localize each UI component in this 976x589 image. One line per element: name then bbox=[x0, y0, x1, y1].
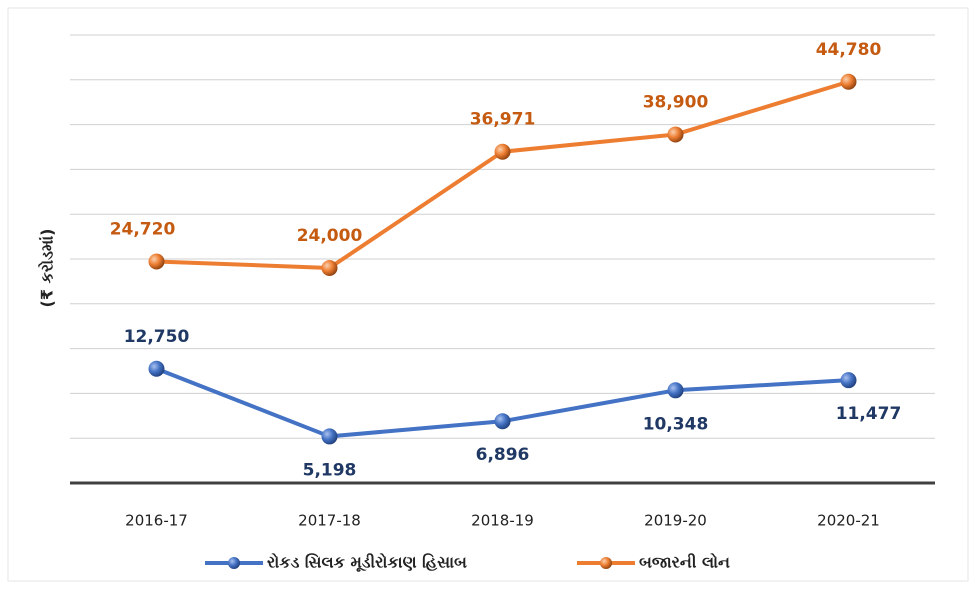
data-label: 10,348 bbox=[643, 414, 709, 434]
data-label: 12,750 bbox=[124, 327, 190, 347]
x-tick-label: 2019-20 bbox=[644, 512, 707, 530]
data-point bbox=[148, 253, 165, 270]
legend-swatch-marker bbox=[600, 557, 612, 569]
data-label: 24,720 bbox=[110, 220, 176, 240]
data-point bbox=[667, 382, 684, 399]
x-tick-label: 2018-19 bbox=[471, 512, 534, 530]
data-label: 11,477 bbox=[836, 404, 902, 424]
chart-frame bbox=[7, 7, 969, 582]
data-point bbox=[840, 73, 857, 90]
x-tick-label: 2016-17 bbox=[125, 512, 188, 530]
data-point bbox=[321, 428, 338, 445]
data-label: 6,896 bbox=[476, 445, 530, 465]
x-tick-label: 2017-18 bbox=[298, 512, 361, 530]
data-point bbox=[148, 360, 165, 377]
data-point bbox=[494, 413, 511, 430]
data-point bbox=[494, 143, 511, 160]
legend-swatch-marker bbox=[228, 557, 240, 569]
data-label: 38,900 bbox=[643, 92, 709, 112]
y-axis-label: (₹ કરોડમાં) bbox=[37, 229, 57, 308]
data-point bbox=[667, 126, 684, 143]
data-point bbox=[840, 372, 857, 389]
data-label: 44,780 bbox=[816, 40, 882, 60]
x-tick-label: 2020-21 bbox=[817, 512, 880, 530]
data-point bbox=[321, 259, 338, 276]
data-label: 5,198 bbox=[303, 460, 357, 480]
data-label: 36,971 bbox=[470, 110, 536, 130]
legend-label: બજારની લોન bbox=[639, 552, 730, 572]
legend-label: રોકડ સિલક મૂડીરોકાણ હિસાબ bbox=[267, 552, 467, 573]
data-label: 24,000 bbox=[297, 226, 363, 246]
